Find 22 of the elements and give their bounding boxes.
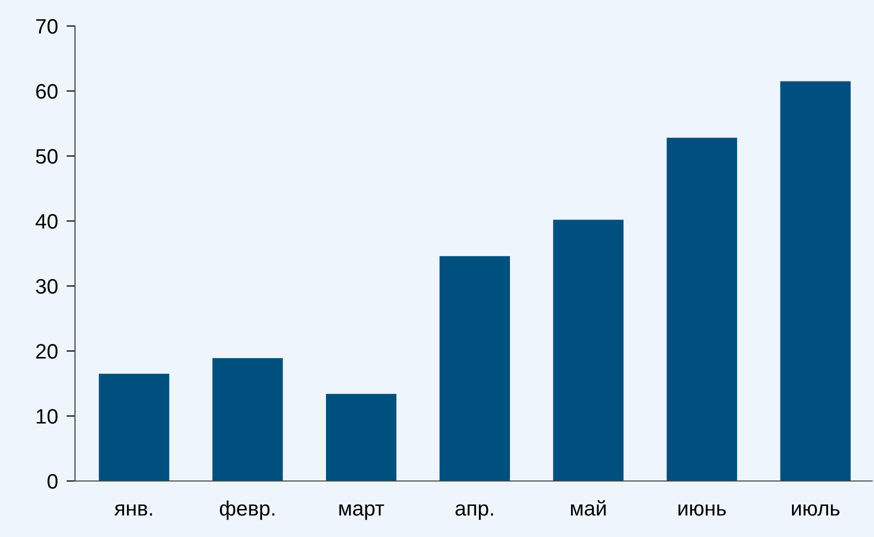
x-tick-label: май bbox=[571, 500, 606, 516]
y-tick-label: 60 bbox=[36, 84, 58, 99]
y-tick-label: 70 bbox=[36, 19, 58, 34]
y-tick-label: 10 bbox=[36, 409, 58, 424]
x-tick-label: янв. bbox=[114, 504, 152, 516]
y-tick-label: 30 bbox=[36, 279, 58, 294]
y-tick-label: 0 bbox=[48, 474, 58, 489]
bar bbox=[98, 374, 170, 481]
x-tick-label: июль bbox=[792, 504, 840, 516]
bar bbox=[780, 81, 851, 481]
bar bbox=[212, 358, 283, 481]
x-tick-label: март bbox=[339, 504, 384, 520]
x-tick-label: июнь bbox=[678, 504, 726, 516]
x-tick-label: апр. bbox=[456, 504, 493, 520]
y-tick-label: 20 bbox=[36, 344, 58, 359]
y-tick-label: 50 bbox=[36, 149, 58, 164]
y-tick-label: 40 bbox=[36, 214, 58, 229]
bar bbox=[666, 138, 738, 481]
x-tick-label: февр. bbox=[220, 500, 274, 520]
bar bbox=[553, 220, 624, 481]
bar bbox=[326, 394, 396, 481]
bar bbox=[440, 256, 510, 481]
